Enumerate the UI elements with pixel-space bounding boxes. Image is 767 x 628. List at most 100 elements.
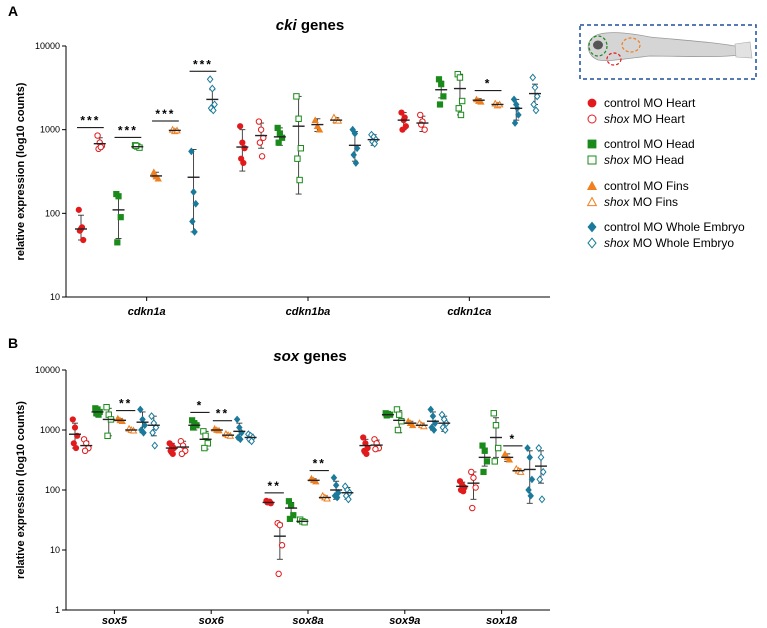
data-group bbox=[435, 76, 448, 108]
data-point bbox=[286, 515, 294, 522]
data-point bbox=[274, 124, 281, 131]
significance-label: * bbox=[485, 77, 492, 91]
data-point bbox=[510, 95, 518, 104]
data-point bbox=[401, 114, 408, 121]
data-group bbox=[150, 168, 163, 182]
data-point bbox=[152, 423, 160, 432]
data-point bbox=[458, 97, 466, 105]
data-point bbox=[258, 153, 266, 160]
data-group bbox=[456, 478, 469, 495]
data-point bbox=[524, 444, 531, 452]
category-label: cdkn1ca bbox=[447, 306, 491, 318]
significance-label: *** bbox=[80, 114, 100, 128]
data-group bbox=[512, 464, 525, 475]
data-group bbox=[416, 111, 429, 133]
data-point bbox=[430, 426, 438, 434]
data-point bbox=[290, 512, 297, 519]
data-point bbox=[72, 444, 80, 452]
data-point bbox=[178, 450, 186, 458]
data-group bbox=[453, 71, 466, 119]
data-point bbox=[206, 75, 214, 84]
data-group bbox=[188, 417, 201, 431]
data-group bbox=[534, 444, 547, 504]
significance-label: ** bbox=[268, 479, 281, 493]
data-point bbox=[293, 93, 300, 100]
data-point bbox=[483, 458, 491, 465]
significance-label: *** bbox=[193, 57, 213, 71]
data-group bbox=[147, 412, 160, 450]
data-group bbox=[233, 415, 246, 444]
data-point bbox=[103, 403, 110, 411]
data-point bbox=[479, 442, 486, 449]
data-point bbox=[104, 432, 111, 440]
data-point bbox=[460, 488, 467, 495]
legend-marker bbox=[586, 180, 598, 191]
data-point bbox=[515, 111, 522, 119]
y-tick-label: 100 bbox=[45, 208, 60, 218]
head-region-marker bbox=[588, 35, 608, 57]
data-point bbox=[248, 437, 255, 446]
data-group bbox=[177, 438, 190, 458]
data-point bbox=[151, 441, 159, 450]
data-point bbox=[255, 118, 263, 125]
data-group bbox=[348, 125, 361, 167]
data-point bbox=[275, 139, 282, 146]
legend-item: control MO Head bbox=[587, 137, 695, 151]
data-point bbox=[436, 101, 444, 108]
data-point bbox=[420, 422, 428, 430]
data-point bbox=[350, 150, 357, 159]
data-point bbox=[490, 410, 497, 417]
legend-marker bbox=[587, 237, 597, 249]
data-point bbox=[95, 411, 102, 418]
significance-label: ** bbox=[216, 407, 229, 421]
data-point bbox=[528, 475, 536, 484]
data-point bbox=[455, 105, 462, 112]
data-point bbox=[440, 93, 447, 100]
category-label: sox18 bbox=[486, 615, 518, 627]
y-tick-label: 10 bbox=[50, 292, 60, 302]
data-group bbox=[69, 416, 82, 452]
data-point bbox=[470, 474, 477, 481]
data-point bbox=[208, 84, 216, 93]
legend: control MO Heart shox MO Heart control MO … bbox=[586, 96, 745, 250]
data-point bbox=[481, 447, 488, 454]
data-group bbox=[330, 473, 343, 502]
chart-title-a-rest: genes bbox=[297, 17, 345, 34]
data-group bbox=[93, 132, 106, 153]
data-point bbox=[352, 159, 360, 167]
significance-label: * bbox=[510, 432, 517, 446]
data-group bbox=[125, 424, 138, 434]
data-point bbox=[257, 126, 265, 133]
data-point bbox=[192, 199, 199, 208]
y-tick-label: 1000 bbox=[40, 125, 60, 135]
fin-region-marker bbox=[621, 37, 641, 53]
legend-marker bbox=[587, 221, 597, 233]
data-point bbox=[296, 176, 303, 184]
data-point bbox=[137, 405, 144, 414]
category-label: sox9a bbox=[389, 615, 420, 627]
legend-marker bbox=[587, 139, 597, 149]
legend-item: shox MO Head bbox=[587, 153, 684, 167]
legend-marker bbox=[587, 98, 597, 108]
legend-label: shox MO Heart bbox=[604, 112, 685, 126]
zebrafish-eye-icon bbox=[593, 40, 603, 50]
data-point bbox=[383, 412, 390, 419]
data-point bbox=[266, 498, 273, 505]
data-point bbox=[211, 100, 218, 109]
panel-a: A cki genes 10 100 1000 10000 relative expre… bbox=[8, 3, 550, 318]
data-point bbox=[154, 174, 162, 182]
legend-marker bbox=[586, 196, 598, 207]
data-point bbox=[332, 481, 340, 490]
data-point bbox=[311, 116, 319, 123]
data-point bbox=[190, 188, 197, 196]
significance-label: * bbox=[197, 398, 204, 412]
zebrafish-inset bbox=[579, 24, 757, 80]
data-point bbox=[526, 453, 533, 462]
category-label: cdkn1ba bbox=[286, 306, 331, 318]
data-point bbox=[353, 144, 361, 153]
data-point bbox=[516, 467, 525, 475]
data-point bbox=[469, 504, 476, 512]
data-group bbox=[187, 147, 200, 236]
category-label: sox8a bbox=[292, 615, 323, 627]
significance-label: ** bbox=[119, 397, 132, 411]
